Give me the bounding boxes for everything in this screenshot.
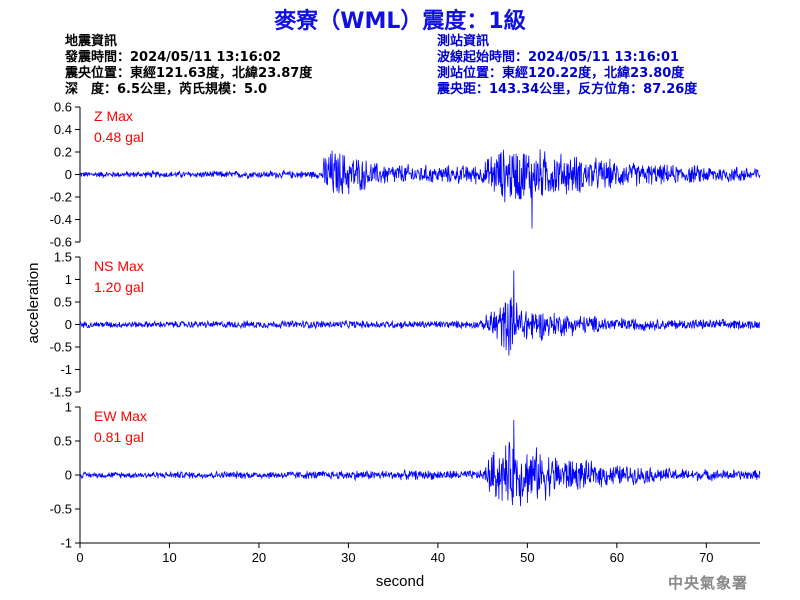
- max-label: Z Max: [94, 108, 133, 124]
- y-tick-label: 0: [65, 317, 72, 332]
- max-label: NS Max: [94, 258, 144, 274]
- origin-time: 發震時間：2024/05/11 13:16:02: [65, 50, 282, 65]
- y-tick-label: -0.4: [50, 212, 72, 227]
- y-tick-label: 0: [65, 167, 72, 182]
- panel-z: -0.6 -0.4 -0.2 0 0.2 0.4 0.6 Z Max 0.48 gal: [50, 100, 761, 250]
- y-tick-label: 0.6: [54, 100, 72, 115]
- panel-ew: -1 -0.5 0 0.5 1 EW Max 0.81 gal: [50, 400, 761, 551]
- station-info: 測站資訊 波線起始時間：2024/05/11 13:16:01 測站位置：東經1…: [437, 34, 697, 98]
- epicenter-location: 震央位置：東經121.63度，北緯23.87度: [65, 66, 313, 81]
- y-tick-label: 0.4: [54, 122, 72, 137]
- epicentral-distance: 震央距：143.34公里，反方位角：87.26度: [437, 82, 698, 97]
- x-tick-label: 60: [610, 550, 624, 565]
- x-tick-label: 30: [341, 550, 355, 565]
- x-tick-label: 40: [431, 550, 445, 565]
- y-tick-label: 1: [65, 400, 72, 415]
- wave-start-time: 波線起始時間：2024/05/11 13:16:01: [437, 50, 680, 65]
- waveform-trace: [79, 419, 761, 507]
- y-tick-label: -0.2: [50, 190, 72, 205]
- max-label: EW Max: [94, 408, 147, 424]
- y-tick-label: -0.5: [50, 340, 72, 355]
- y-tick-label: 1.5: [54, 250, 72, 265]
- waveform-trace: [79, 270, 761, 356]
- waveform-trace: [79, 149, 761, 229]
- max-value: 0.48 gal: [94, 129, 144, 145]
- y-tick-label: 0.2: [54, 145, 72, 160]
- y-tick-label: -1.5: [50, 385, 72, 400]
- y-tick-label: -0.5: [50, 502, 72, 517]
- y-axis-label: acceleration: [25, 263, 42, 344]
- y-tick-label: -1: [60, 362, 72, 377]
- max-value: 0.81 gal: [94, 429, 144, 445]
- agency-footer: 中央氣象署: [667, 574, 748, 592]
- y-tick-label: -1: [60, 536, 72, 551]
- x-tick-label: 20: [252, 550, 266, 565]
- y-tick-label: 0.5: [54, 295, 72, 310]
- x-tick-label: 10: [162, 550, 176, 565]
- event-info-heading: 地震資訊: [65, 34, 118, 49]
- x-tick-label: 0: [76, 550, 83, 565]
- x-tick-label: 50: [520, 550, 534, 565]
- max-value: 1.20 gal: [94, 279, 144, 295]
- event-info: 地震資訊 發震時間：2024/05/11 13:16:02 震央位置：東經121…: [65, 34, 312, 98]
- y-tick-label: 0: [65, 468, 72, 483]
- y-tick-label: -0.6: [50, 235, 72, 250]
- panel-ns: -1.5 -1 -0.5 0 0.5 1 1.5 NS Max 1.20 gal: [50, 250, 761, 400]
- station-location: 測站位置：東經120.22度，北緯23.80度: [437, 66, 685, 81]
- y-tick-label: 1: [65, 272, 72, 287]
- station-info-heading: 測站資訊: [437, 34, 490, 49]
- x-axis-label: second: [376, 573, 424, 590]
- y-tick-label: 0.5: [54, 434, 72, 449]
- x-tick-label: 70: [699, 550, 713, 565]
- depth-magnitude: 深 度：6.5公里，芮氏規模：5.0: [65, 82, 268, 97]
- chart-title: 麥寮（WML）震度：1級: [274, 9, 526, 34]
